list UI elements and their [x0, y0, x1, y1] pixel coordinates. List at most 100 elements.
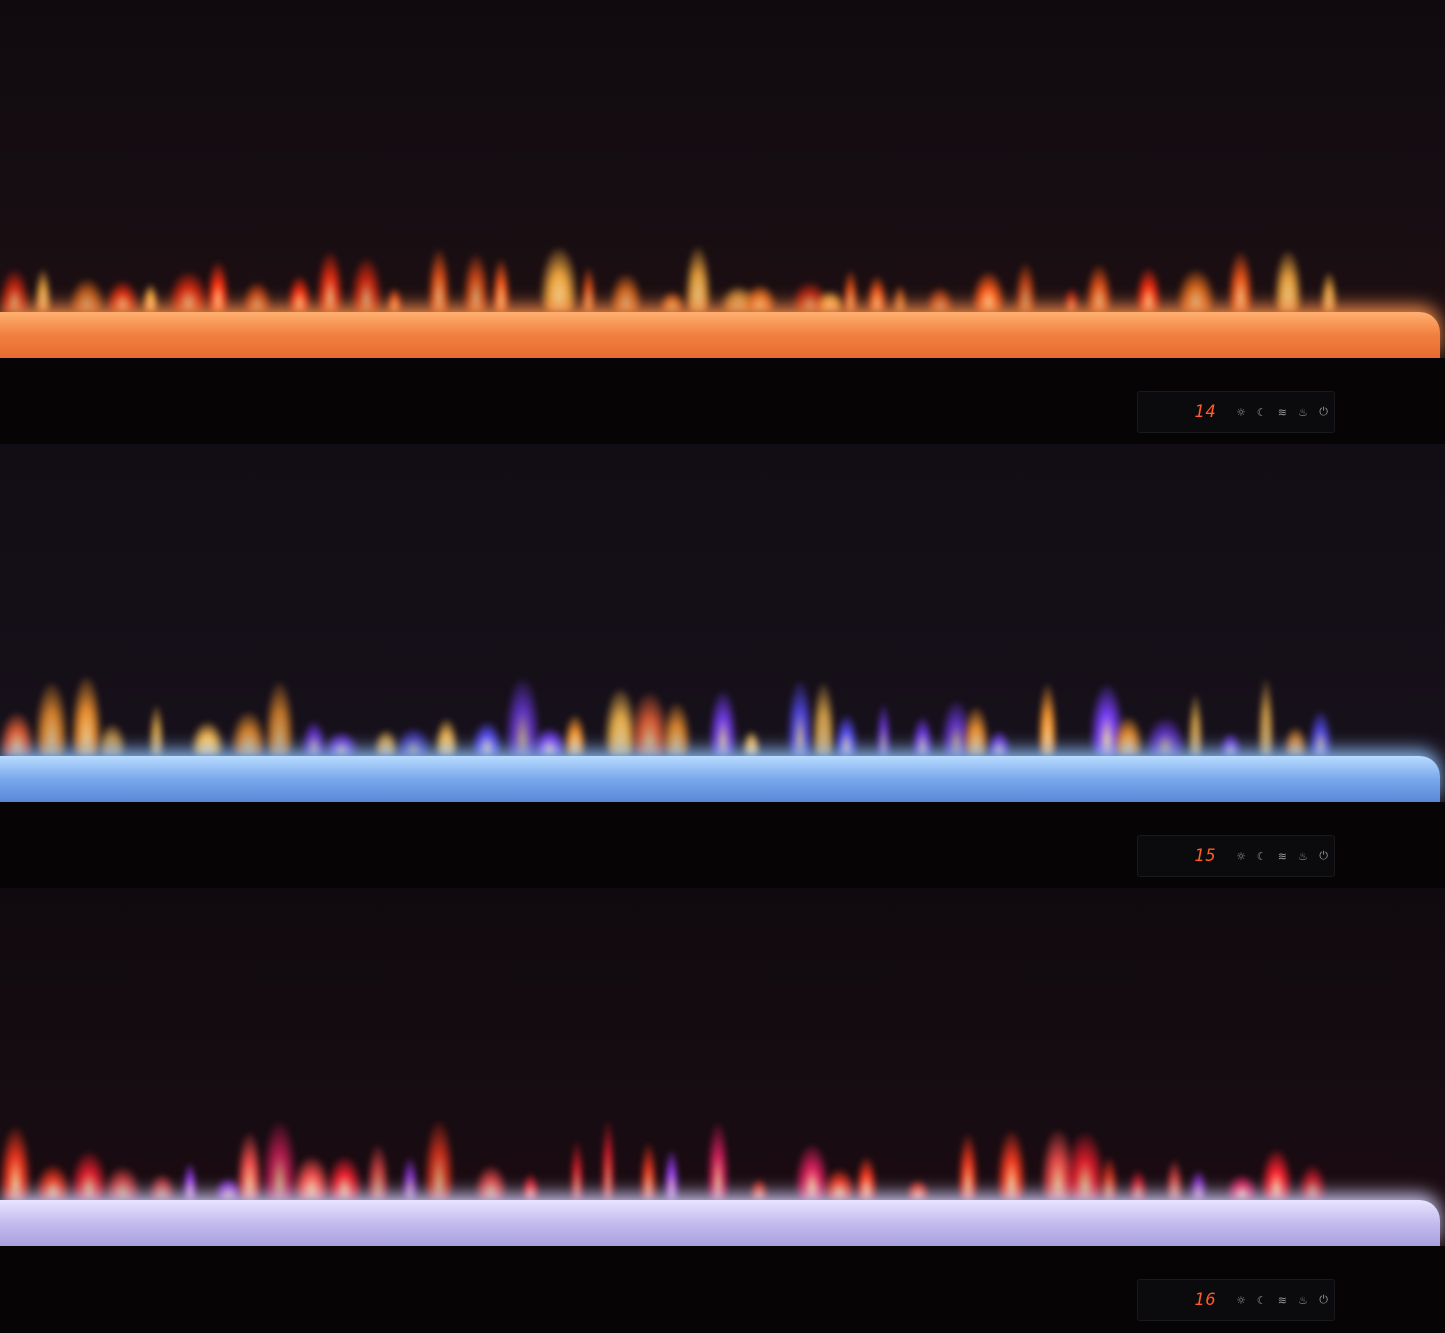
flame — [685, 247, 711, 312]
flame-icon[interactable]: ♨ — [1298, 405, 1308, 419]
temperature-display: 16 — [1194, 1290, 1217, 1310]
flame — [811, 682, 835, 756]
flame — [105, 1166, 140, 1200]
flame — [971, 271, 1005, 312]
flame — [214, 1178, 242, 1200]
flame — [71, 676, 103, 756]
flame — [1220, 732, 1241, 756]
flame — [434, 719, 458, 756]
flame — [1165, 1159, 1183, 1200]
flames — [0, 444, 1445, 759]
crystal-ember-bed — [0, 756, 1440, 802]
flame — [707, 1123, 730, 1200]
flame — [662, 702, 691, 756]
flame — [242, 281, 271, 312]
flame — [1146, 718, 1185, 756]
flame — [664, 1150, 680, 1200]
flame — [875, 703, 892, 756]
control-panel: 14 ☼ ☾ ≋ ♨ ⏻ — [1137, 391, 1335, 433]
flame — [835, 714, 859, 756]
flame — [958, 1134, 978, 1200]
flame — [581, 267, 596, 312]
flame-icon[interactable]: ♨ — [1298, 849, 1308, 863]
flame — [639, 1143, 657, 1200]
flame — [35, 1164, 71, 1200]
flame — [1320, 272, 1337, 312]
flame — [1100, 1157, 1118, 1200]
power-icon[interactable]: ⏻ — [1319, 405, 1328, 418]
flame — [265, 682, 295, 756]
control-panel: 15 ☼ ☾ ≋ ♨ ⏻ — [1137, 835, 1335, 877]
flame — [1228, 252, 1254, 312]
flame — [996, 1131, 1026, 1200]
flame — [35, 269, 52, 312]
flame — [962, 706, 989, 756]
power-icon[interactable]: ⏻ — [1319, 1293, 1328, 1306]
flame — [1112, 717, 1143, 756]
flame — [1086, 264, 1112, 312]
flame — [1135, 268, 1161, 312]
light-icon[interactable]: ☼ — [1236, 1293, 1246, 1307]
flame — [823, 1169, 856, 1200]
fireplace-base-bar: 16 ☼ ☾ ≋ ♨ ⏻ — [0, 1246, 1445, 1333]
moon-icon[interactable]: ☾ — [1256, 405, 1267, 419]
heat-icon[interactable]: ≋ — [1277, 1293, 1287, 1307]
flame — [1129, 1170, 1148, 1200]
fireplace-panel: 14 ☼ ☾ ≋ ♨ ⏻ — [0, 0, 1445, 445]
flame — [301, 720, 327, 756]
flame — [1274, 250, 1303, 312]
flame — [912, 717, 933, 756]
flame — [317, 252, 344, 312]
light-icon[interactable]: ☼ — [1236, 849, 1246, 863]
flame — [69, 279, 104, 312]
flame — [842, 269, 859, 312]
flame — [168, 272, 208, 312]
flame — [926, 287, 954, 312]
flame — [237, 1132, 263, 1200]
flame — [1258, 679, 1275, 756]
flame — [533, 727, 567, 756]
crystal-ember-bed — [0, 1200, 1440, 1246]
flame — [424, 1121, 455, 1200]
flame — [149, 705, 165, 756]
flame — [540, 248, 579, 312]
flame — [987, 730, 1010, 756]
flame — [709, 691, 737, 756]
flame — [521, 1174, 540, 1200]
flame — [892, 284, 907, 312]
flame — [1190, 1170, 1207, 1200]
crystal-ember-bed — [0, 312, 1440, 358]
flame — [230, 712, 267, 756]
flame — [324, 732, 359, 756]
fireplace-base-bar: 15 ☼ ☾ ≋ ♨ ⏻ — [0, 802, 1445, 889]
flame — [396, 728, 430, 756]
light-icon[interactable]: ☼ — [1236, 405, 1246, 419]
moon-icon[interactable]: ☾ — [1256, 849, 1267, 863]
flame — [609, 274, 642, 312]
flame — [1309, 711, 1332, 756]
flame — [474, 1165, 508, 1200]
flame — [795, 1145, 830, 1200]
flame — [742, 730, 761, 756]
flame — [750, 1179, 768, 1200]
flame — [0, 269, 29, 312]
heat-icon[interactable]: ≋ — [1277, 405, 1287, 419]
flame — [351, 257, 383, 312]
flame — [35, 683, 69, 756]
flames — [0, 0, 1445, 315]
flame — [600, 1120, 615, 1200]
flame-icon[interactable]: ♨ — [1298, 1293, 1308, 1307]
flame — [70, 1152, 108, 1200]
fireplace-base-bar: 14 ☼ ☾ ≋ ♨ ⏻ — [0, 358, 1445, 445]
flame — [401, 1157, 419, 1200]
flame — [787, 680, 813, 756]
flame — [183, 1162, 198, 1200]
flame — [569, 1140, 584, 1200]
power-icon[interactable]: ⏻ — [1319, 849, 1328, 862]
moon-icon[interactable]: ☾ — [1256, 1293, 1267, 1307]
heat-icon[interactable]: ≋ — [1277, 849, 1287, 863]
flame — [0, 712, 34, 756]
flame — [1261, 1149, 1292, 1200]
flame — [1064, 1132, 1105, 1200]
flame — [428, 249, 451, 312]
